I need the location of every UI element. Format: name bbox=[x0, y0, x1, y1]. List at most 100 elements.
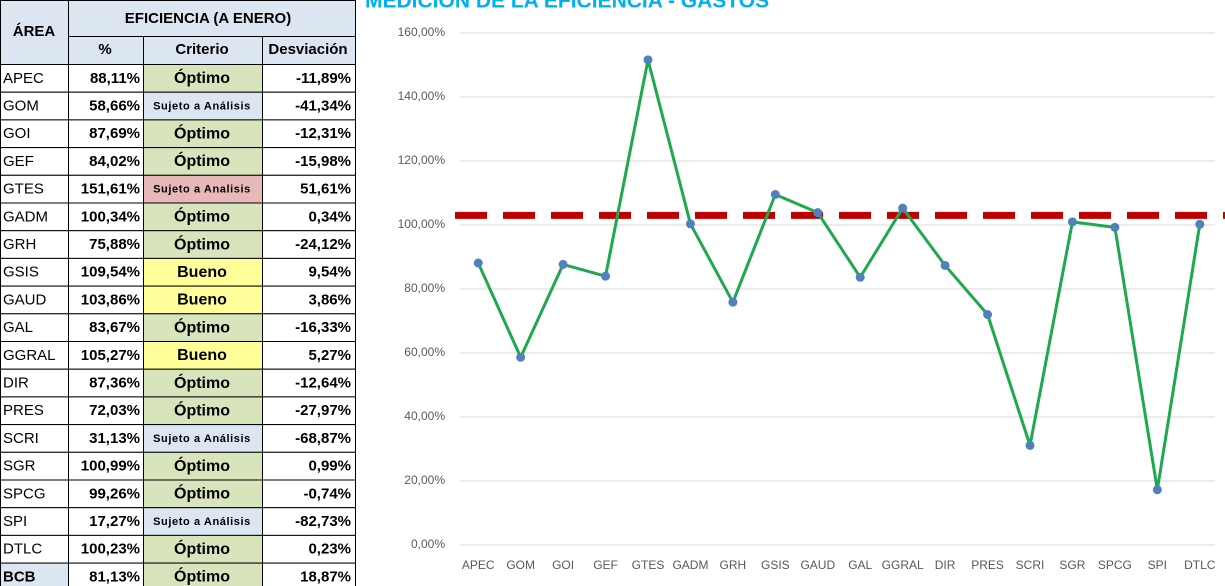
criterio-text: Óptimo bbox=[174, 317, 230, 336]
y-tick-label: 0,00% bbox=[411, 537, 445, 551]
y-tick-label: 160,00% bbox=[398, 25, 446, 39]
table-cell bbox=[143, 341, 263, 370]
table-cell bbox=[143, 119, 263, 149]
criterio-text: Óptimo bbox=[174, 400, 230, 419]
pct-text: 100,99% bbox=[81, 458, 140, 475]
table-cell bbox=[68, 202, 144, 232]
area-text: GRH bbox=[3, 236, 36, 253]
x-tick-label: SGR bbox=[1059, 558, 1085, 572]
table-cell bbox=[0, 341, 69, 370]
pct-text: 100,34% bbox=[81, 208, 140, 225]
table-cell bbox=[262, 368, 356, 398]
y-tick-label: 40,00% bbox=[404, 409, 445, 423]
y-tick-label: 60,00% bbox=[404, 345, 445, 359]
marker bbox=[1152, 485, 1162, 495]
desviacion-text: -11,89% bbox=[296, 70, 351, 87]
criterio-text: Bueno bbox=[177, 292, 227, 309]
table-cell bbox=[0, 534, 69, 564]
desviacion-text: -12,64% bbox=[295, 375, 351, 392]
table-cell bbox=[143, 91, 263, 121]
area-text: GOM bbox=[3, 98, 39, 115]
table-cell bbox=[143, 285, 263, 315]
marker bbox=[1067, 217, 1077, 227]
table-cell bbox=[0, 479, 69, 509]
table-cell bbox=[262, 341, 356, 370]
marker bbox=[1110, 222, 1120, 232]
marker bbox=[1195, 219, 1205, 229]
table-cell bbox=[262, 507, 356, 536]
table-cell bbox=[143, 479, 263, 509]
table-cell bbox=[143, 534, 263, 564]
x-tick-label: SCRI bbox=[1016, 558, 1045, 572]
desviacion-text: 5,27% bbox=[308, 347, 351, 364]
table-cell bbox=[143, 64, 263, 93]
table-cell bbox=[262, 534, 356, 564]
criterio-text: Óptimo bbox=[174, 207, 230, 226]
desviacion-text: 9,54% bbox=[308, 264, 351, 281]
marker bbox=[898, 203, 908, 213]
table-cell bbox=[143, 202, 263, 232]
pct-text: 31,13% bbox=[89, 430, 140, 447]
desviacion-text: 0,99% bbox=[308, 458, 351, 475]
desviacion-text: -41,34% bbox=[295, 98, 351, 115]
table-cell bbox=[143, 507, 263, 536]
y-tick-label: 120,00% bbox=[398, 153, 446, 167]
table-cell bbox=[262, 230, 356, 259]
area-text: GADM bbox=[3, 208, 48, 225]
table-cell bbox=[262, 119, 356, 149]
pct-text: 83,67% bbox=[89, 319, 140, 336]
table-cell bbox=[262, 562, 356, 586]
x-tick-label: GAL bbox=[848, 558, 872, 572]
table-cell bbox=[68, 147, 144, 176]
y-tick-label: 140,00% bbox=[398, 89, 446, 103]
series-line bbox=[476, 58, 1202, 492]
pct-text: 99,26% bbox=[89, 485, 140, 502]
table-cell bbox=[262, 202, 356, 232]
area-text: GSIS bbox=[3, 264, 39, 281]
table-cell bbox=[262, 451, 356, 481]
table-cell bbox=[68, 230, 144, 259]
desviacion-text: -82,73% bbox=[295, 513, 351, 530]
table-cell bbox=[143, 147, 263, 176]
table-cell bbox=[143, 451, 263, 481]
table-cell bbox=[68, 534, 144, 564]
x-tick-label: GSIS bbox=[761, 558, 790, 572]
x-tick-label: GOI bbox=[552, 558, 574, 572]
header-text: % bbox=[98, 41, 111, 58]
x-tick-label: GADM bbox=[672, 558, 708, 572]
desviacion-text: 51,61% bbox=[300, 181, 351, 198]
table-cell bbox=[0, 507, 69, 536]
x-tick-label: DIR bbox=[935, 558, 956, 572]
area-text: DIR bbox=[3, 375, 29, 392]
marker bbox=[643, 55, 653, 65]
criterio-text: Óptimo bbox=[174, 123, 230, 142]
pct-text: 103,86% bbox=[81, 291, 140, 308]
desviacion-text: 0,34% bbox=[308, 208, 351, 225]
table-cell bbox=[0, 64, 69, 93]
pct-text: 105,27% bbox=[81, 347, 140, 364]
x-tick-label: GTES bbox=[632, 558, 665, 572]
marker bbox=[1025, 440, 1035, 450]
criterio-text: Sujeto a Análisis bbox=[153, 433, 251, 445]
desviacion-text: -16,33% bbox=[295, 319, 351, 336]
chart-title: MEDICIÓN DE LA EFICIENCIA - GASTOS bbox=[365, 0, 769, 13]
x-tick-label: GGRAL bbox=[882, 558, 924, 572]
table-cell bbox=[0, 119, 69, 149]
pct-text: 151,61% bbox=[81, 181, 140, 198]
table-cell bbox=[68, 174, 144, 204]
marker bbox=[940, 260, 950, 270]
pct-text: 109,54% bbox=[81, 264, 140, 281]
table-cell bbox=[262, 424, 356, 453]
x-tick-label: DTLC bbox=[1184, 558, 1216, 572]
marker bbox=[983, 310, 993, 320]
table-cell bbox=[262, 313, 356, 342]
area-text: GOI bbox=[3, 125, 31, 142]
marker bbox=[601, 271, 611, 281]
desviacion-text: -15,98% bbox=[295, 153, 351, 170]
marker bbox=[516, 352, 526, 362]
desviacion-text: -27,97% bbox=[295, 402, 351, 419]
pct-text: 84,02% bbox=[89, 153, 140, 170]
criterio-text: Bueno bbox=[177, 264, 227, 281]
table-cell bbox=[0, 396, 69, 426]
